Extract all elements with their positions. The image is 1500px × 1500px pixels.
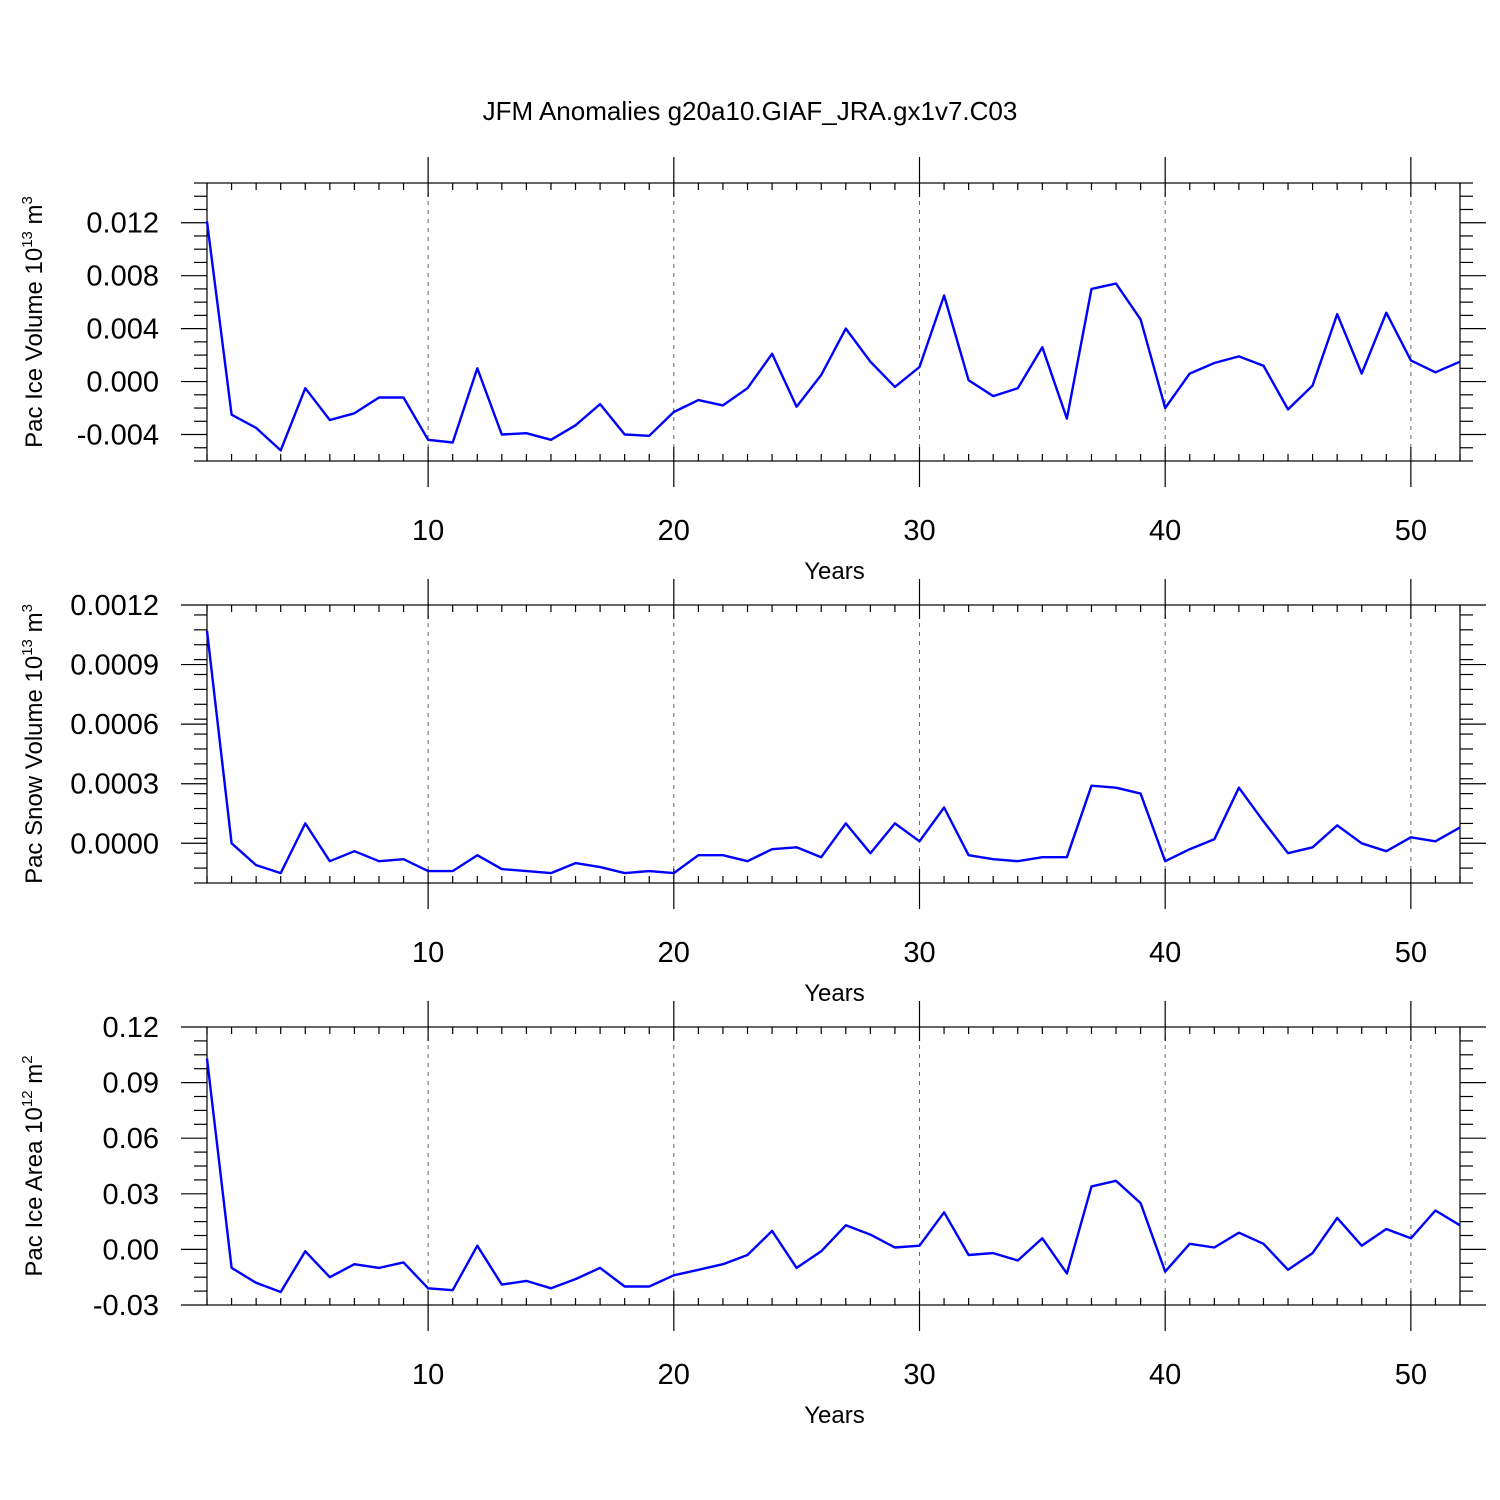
ice-volume-x-tick-label: 20 xyxy=(658,515,690,547)
snow-volume-y-tick-label: 0.0000 xyxy=(70,828,159,860)
ice-volume-y-tick-label: 0.008 xyxy=(86,261,159,293)
ice-area-panel: 10 20 30 40 50 -0.03 0.00 0.03 0.06 0.09 0.12 Years… xyxy=(19,1001,1486,1429)
ice-area-y-tick-label: 0.12 xyxy=(103,1012,159,1044)
snow-volume-x-tick-label: 10 xyxy=(412,937,444,969)
ice-area-x-tick-label: 10 xyxy=(412,1359,444,1391)
figure-title: JFM Anomalies g20a10.GIAF_JRA.gx1v7.C03 xyxy=(483,96,1018,126)
ice-area-x-axis-label: Years xyxy=(804,1402,865,1429)
ice-area-x-tick-label: 30 xyxy=(903,1359,935,1391)
ice-area-y-tick-label: -0.03 xyxy=(93,1290,159,1322)
snow-volume-x-tick-label: 40 xyxy=(1149,937,1181,969)
ice-volume-x-tick-label: 50 xyxy=(1395,515,1427,547)
snow-volume-x-tick-label: 20 xyxy=(658,937,690,969)
snow-volume-y-tick-label: 0.0006 xyxy=(70,709,159,741)
ice-volume-y-tick-label: -0.004 xyxy=(77,420,159,452)
snow-volume-plot-frame xyxy=(206,604,1461,884)
ice-area-series-line xyxy=(205,1058,1461,1294)
ice-volume-x-axis-label: Years xyxy=(804,558,865,585)
snow-volume-x-tick-label: 30 xyxy=(903,937,935,969)
ice-volume-x-tick-label: 40 xyxy=(1149,515,1181,547)
ice-volume-y-tick-label: 0.000 xyxy=(86,367,159,399)
snow-volume-x-axis-label: Years xyxy=(804,980,865,1007)
ice-area-y-axis-label: Pac Ice Area 1012 m2 xyxy=(19,1055,48,1276)
ice-area-y-tick-label: 0.09 xyxy=(103,1068,159,1100)
snow-volume-y-tick-label: 0.0009 xyxy=(70,650,159,682)
ice-volume-x-tick-label: 30 xyxy=(903,515,935,547)
snow-volume-x-tick-label: 50 xyxy=(1395,937,1427,969)
ice-area-y-tick-label: 0.03 xyxy=(103,1179,159,1211)
ice-volume-y-axis-label: Pac Ice Volume 1013 m3 xyxy=(19,196,48,448)
snow-volume-y-tick-label: 0.0012 xyxy=(70,590,159,622)
ice-volume-plot-frame xyxy=(206,182,1461,462)
ice-volume-panel: 10 20 30 40 50 -0.004 0.000 0.004 0.008 0.012 Year… xyxy=(19,157,1486,585)
ice-area-y-tick-label: 0.06 xyxy=(103,1123,159,1155)
snow-volume-y-tick-label: 0.0003 xyxy=(70,769,159,801)
ice-area-x-tick-label: 40 xyxy=(1149,1359,1181,1391)
ice-area-x-tick-label: 20 xyxy=(658,1359,690,1391)
ice-volume-x-tick-label: 10 xyxy=(412,515,444,547)
ice-volume-y-tick-label: 0.012 xyxy=(86,208,159,240)
ice-volume-series-line xyxy=(205,221,1461,452)
snow-volume-panel: 10 20 30 40 50 0.0000 0.0003 0.0006 0.0009 0.0012… xyxy=(19,579,1486,1007)
ice-area-y-tick-label: 0.00 xyxy=(103,1234,159,1266)
snow-volume-y-axis-label: Pac Snow Volume 1013 m3 xyxy=(19,604,48,884)
ice-area-x-tick-label: 50 xyxy=(1395,1359,1427,1391)
ice-volume-y-tick-label: 0.004 xyxy=(86,314,159,346)
snow-volume-series-line xyxy=(205,630,1461,875)
